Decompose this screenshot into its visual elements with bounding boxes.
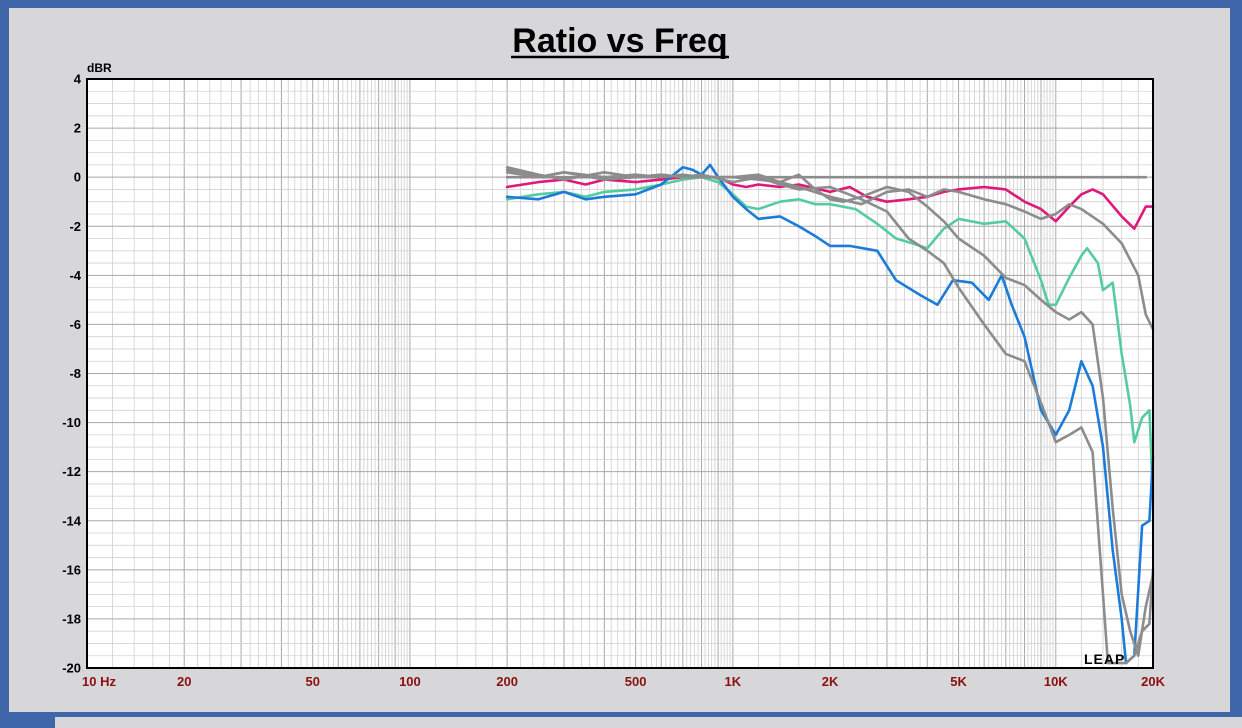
series-line-2 (505, 175, 1155, 230)
x-tick-label: 20 (177, 674, 191, 689)
y-tick-label: -16 (62, 562, 81, 577)
y-tick-label: -20 (62, 661, 81, 676)
x-tick-label: 10 Hz (82, 674, 116, 689)
y-tick-label: -10 (62, 415, 81, 430)
y-tick-label: 4 (74, 72, 82, 87)
x-tick-label: 1K (725, 674, 742, 689)
y-tick-label: -18 (62, 611, 81, 626)
plot-border (86, 78, 1154, 669)
x-tick-label: 200 (496, 674, 518, 689)
leap-logo: LEAP (1084, 651, 1125, 667)
y-tick-label: -14 (62, 513, 82, 528)
x-tick-label: 2K (822, 674, 839, 689)
y-tick-label: 0 (74, 170, 81, 185)
y-tick-label: 2 (74, 121, 81, 136)
y-axis-label: dBR (87, 61, 112, 75)
x-tick-labels: 10 Hz 20 50 100 200 500 1K 2K 5K 10K 20K (82, 674, 1166, 689)
x-tick-label: 500 (625, 674, 647, 689)
y-tick-label: -12 (62, 464, 81, 479)
y-tick-label: -6 (69, 317, 81, 332)
series-line-5 (505, 168, 1155, 331)
x-tick-label: 50 (305, 674, 319, 689)
x-tick-label: 10K (1044, 674, 1068, 689)
chart-title: Ratio vs Freq (512, 22, 727, 60)
y-tick-label: -4 (69, 268, 81, 283)
x-tick-label: 5K (950, 674, 967, 689)
y-tick-label: -8 (69, 366, 81, 381)
series-layer (505, 163, 1155, 665)
series-line-7 (505, 166, 1155, 665)
series-line-4 (505, 163, 1155, 665)
y-tick-label: -2 (69, 219, 81, 234)
bottom-strip (55, 717, 1242, 728)
x-tick-label: 20K (1141, 674, 1165, 689)
y-tick-labels: 4 2 0 -2 -4 -6 -8 -10 -12 -14 -16 -18 -20 (62, 72, 82, 676)
x-tick-label: 100 (399, 674, 421, 689)
